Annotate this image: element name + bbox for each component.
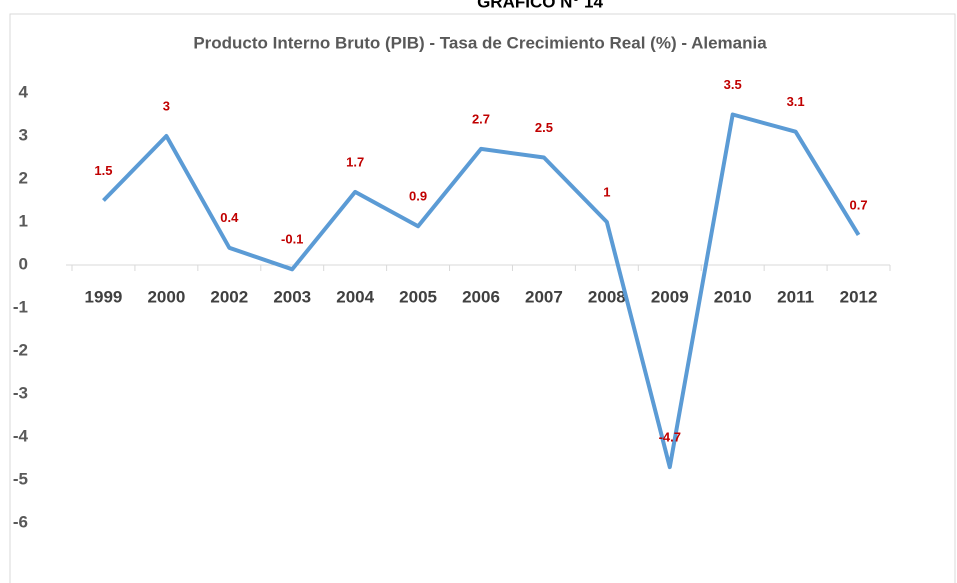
heading: GRÁFICO N° 14 — [477, 0, 603, 11]
x-tick-label: 2006 — [462, 287, 500, 306]
y-tick-label: -3 — [13, 383, 28, 402]
y-tick-label: 1 — [19, 211, 28, 230]
x-tick-label: 2007 — [525, 287, 563, 306]
data-label: 1.7 — [346, 154, 364, 169]
data-label: -0.1 — [281, 232, 303, 247]
data-label: 0.9 — [409, 189, 427, 204]
y-tick-label: 4 — [19, 82, 29, 101]
data-line — [102, 112, 861, 470]
x-tick-label: 2008 — [588, 287, 626, 306]
y-tick-label: 0 — [19, 254, 28, 273]
data-label: 1 — [603, 184, 610, 199]
x-tick-label: 2011 — [777, 287, 814, 306]
chart-frame — [9, 13, 956, 583]
x-tick-label: 2004 — [336, 287, 374, 306]
data-label: 3.5 — [724, 77, 742, 92]
chart-title: Producto Interno Bruto (PIB) - Tasa de C… — [193, 33, 767, 52]
data-label: -4.7 — [659, 430, 681, 445]
data-label: 3 — [163, 98, 170, 113]
y-tick-label: -6 — [13, 512, 28, 531]
y-tick-label: -2 — [13, 340, 28, 359]
x-tick-label: 2003 — [273, 287, 311, 306]
x-tick-label: 2000 — [147, 287, 185, 306]
data-label: 2.7 — [472, 111, 490, 126]
y-tick-label: 3 — [19, 125, 28, 144]
x-tick-label: 2009 — [651, 287, 689, 306]
data-label: 0.7 — [849, 197, 867, 212]
y-tick-label: -4 — [13, 426, 29, 445]
x-tick-label: 2005 — [399, 287, 437, 306]
x-tick-label: 2012 — [840, 287, 878, 306]
data-label: 3.1 — [787, 94, 805, 109]
data-label: 1.5 — [94, 163, 112, 178]
x-tick-label: 2002 — [210, 287, 248, 306]
data-label: 0.4 — [220, 210, 239, 225]
y-tick-label: -1 — [13, 297, 28, 316]
x-tick-label: 1999 — [85, 287, 123, 306]
x-tick-label: 2010 — [714, 287, 752, 306]
data-label: 2.5 — [535, 120, 553, 135]
y-tick-label: -5 — [13, 469, 28, 488]
y-tick-label: 2 — [19, 168, 28, 187]
